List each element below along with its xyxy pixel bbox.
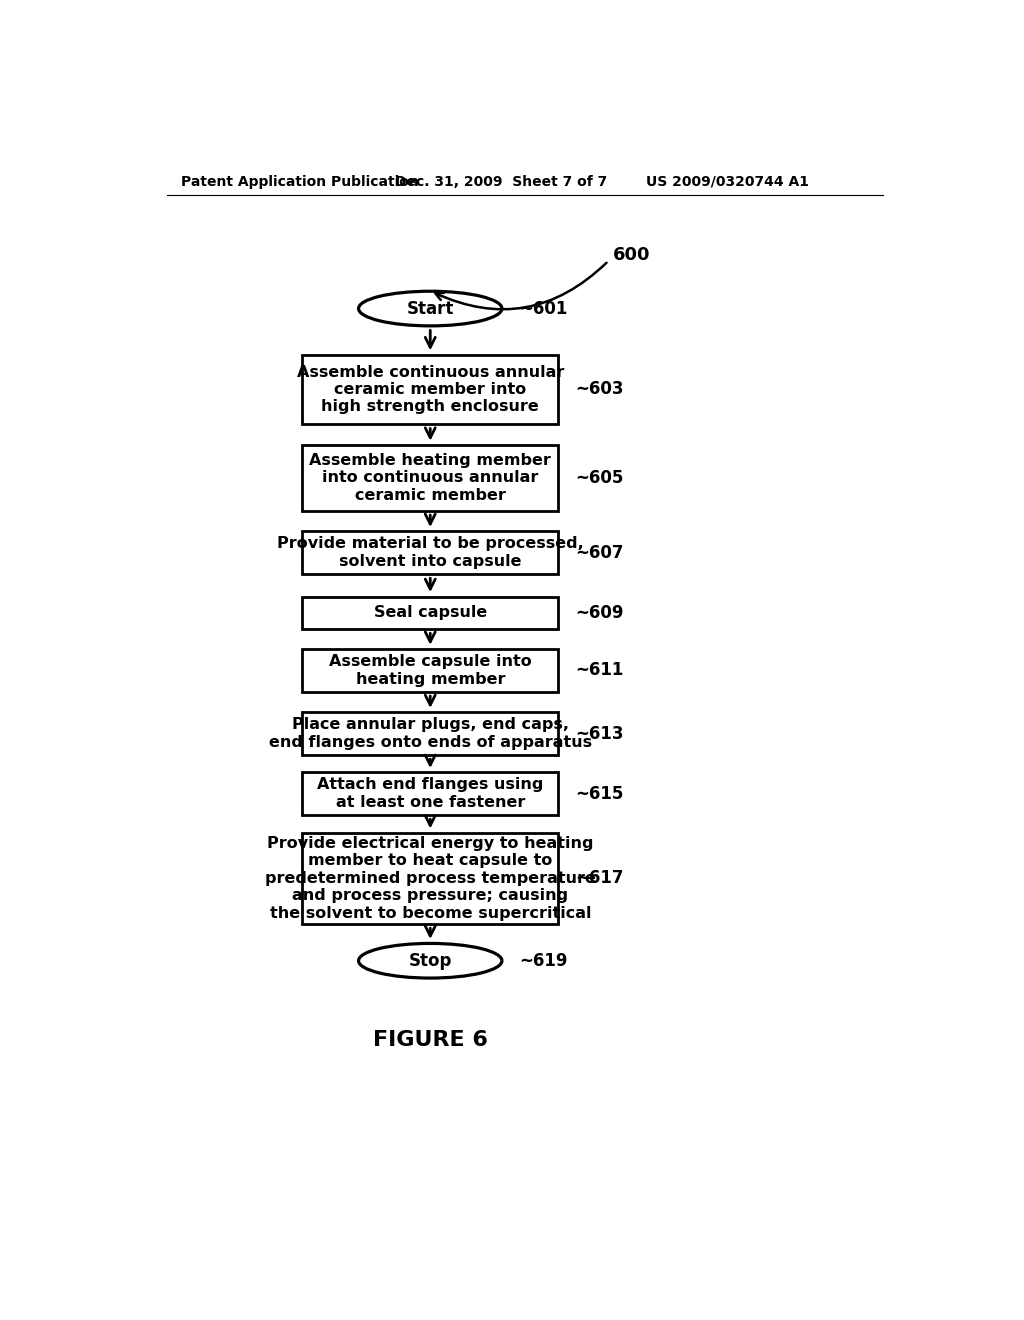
Text: ~601: ~601 [519, 300, 567, 318]
Bar [302, 445, 558, 511]
Text: ~609: ~609 [575, 603, 624, 622]
Bar [302, 713, 558, 755]
Text: Assemble heating member
into continuous annular
ceramic member: Assemble heating member into continuous … [309, 453, 551, 503]
Bar [302, 649, 558, 692]
Text: ~617: ~617 [575, 870, 624, 887]
Text: Start: Start [407, 300, 454, 318]
Bar [302, 772, 558, 814]
Text: Assemble capsule into
heating member: Assemble capsule into heating member [329, 655, 531, 686]
Text: ~605: ~605 [575, 469, 624, 487]
Bar [302, 532, 558, 574]
Text: Seal capsule: Seal capsule [374, 605, 486, 620]
Bar [302, 597, 558, 628]
Text: ~615: ~615 [575, 784, 624, 803]
Text: Attach end flanges using
at least one fastener: Attach end flanges using at least one fa… [317, 777, 544, 810]
Text: ~611: ~611 [575, 661, 624, 680]
Text: Assemble continuous annular
ceramic member into
high strength enclosure: Assemble continuous annular ceramic memb… [297, 364, 564, 414]
Text: US 2009/0320744 A1: US 2009/0320744 A1 [646, 174, 809, 189]
Text: Dec. 31, 2009  Sheet 7 of 7: Dec. 31, 2009 Sheet 7 of 7 [395, 174, 607, 189]
Text: Patent Application Publication: Patent Application Publication [180, 174, 419, 189]
Text: FIGURE 6: FIGURE 6 [373, 1030, 487, 1049]
Text: Provide material to be processed,
solvent into capsule: Provide material to be processed, solven… [276, 536, 584, 569]
Text: Stop: Stop [409, 952, 452, 970]
Text: ~603: ~603 [575, 380, 624, 399]
Bar [302, 355, 558, 424]
Text: ~607: ~607 [575, 544, 624, 561]
Text: Provide electrical energy to heating
member to heat capsule to
predetermined pro: Provide electrical energy to heating mem… [265, 836, 596, 920]
Bar [302, 833, 558, 924]
Text: Place annular plugs, end caps,
end flanges onto ends of apparatus: Place annular plugs, end caps, end flang… [268, 717, 592, 750]
Text: ~619: ~619 [519, 952, 567, 970]
Text: ~613: ~613 [575, 725, 624, 743]
Text: 600: 600 [612, 246, 650, 264]
